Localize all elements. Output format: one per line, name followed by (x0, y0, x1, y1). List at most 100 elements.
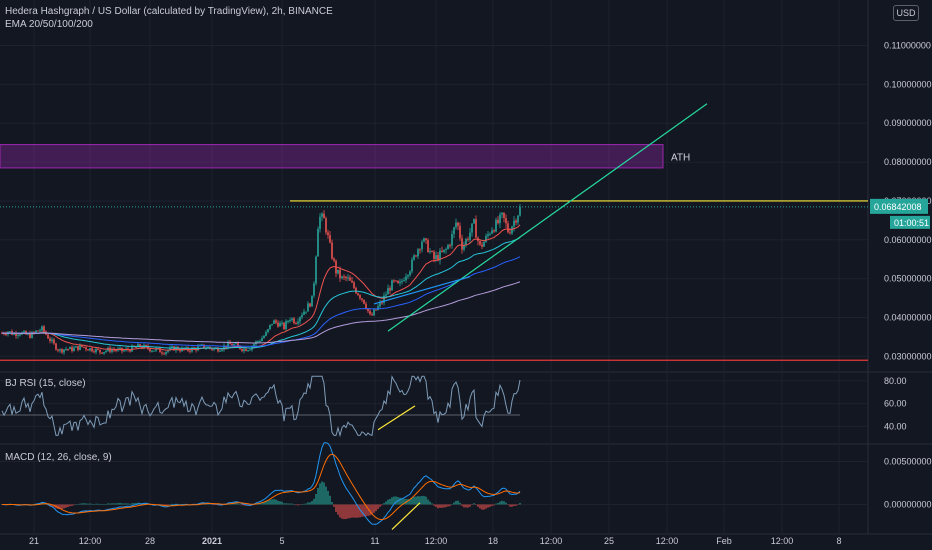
x-tick-label: 8 (836, 536, 841, 546)
macd-histogram-bar (243, 504, 245, 506)
candle-body (459, 225, 461, 239)
macd-histogram-bar (135, 503, 137, 505)
candle-body (165, 351, 167, 355)
macd-histogram-bar (173, 504, 175, 505)
macd-histogram-bar (79, 503, 81, 505)
macd-histogram-bar (367, 504, 369, 516)
macd-histogram-bar (401, 498, 403, 505)
macd-histogram-bar (109, 503, 111, 505)
macd-histogram-bar (105, 503, 107, 505)
macd-histogram-bar (103, 504, 105, 505)
candle-body (279, 323, 281, 327)
candle-body (29, 333, 31, 338)
candle-body (87, 349, 89, 351)
macd-histogram-bar (57, 504, 59, 509)
candle-body (439, 250, 441, 261)
candle-body (63, 349, 65, 353)
macd-histogram-bar (359, 504, 361, 518)
ema-lines (1, 224, 521, 351)
candle-body (109, 347, 111, 352)
candle-body (101, 352, 103, 354)
candle-body (291, 318, 293, 320)
macd-histogram-bar (365, 504, 367, 517)
candle-body (77, 346, 79, 350)
candle-body (479, 240, 481, 245)
macd-histogram-bar (387, 499, 389, 505)
macd-histogram-bar (485, 504, 487, 509)
macd-histogram-bar (391, 497, 393, 505)
macd-histogram-bar (411, 497, 413, 505)
candle-body (409, 271, 411, 276)
macd-histogram-bar (469, 504, 471, 507)
macd-histogram-bar (351, 504, 353, 518)
macd-histogram-bar (443, 504, 445, 508)
macd-histogram-bar (125, 503, 127, 505)
candle-body (257, 341, 259, 343)
candle-body (47, 334, 49, 339)
candle-body (95, 348, 97, 353)
candle-body (445, 248, 447, 250)
macd-histogram-bar (331, 502, 333, 505)
countdown-label: 01:00:51 (894, 218, 929, 228)
ema-50-line (1, 237, 521, 350)
candle-body (169, 347, 171, 351)
candle-body (43, 326, 45, 332)
x-tick-label: 25 (604, 536, 614, 546)
macd-histogram-bar (333, 504, 335, 507)
macd-histogram-bar (171, 503, 173, 505)
candle-body (423, 238, 425, 242)
y-tick-label: 0.06000000 (884, 235, 932, 245)
candle-body (83, 346, 85, 348)
candle-body (9, 331, 11, 333)
macd-histogram-bar (381, 504, 383, 506)
macd-histogram-bar (421, 495, 423, 505)
candle-body (141, 346, 143, 349)
x-tick-label: 2021 (202, 536, 222, 546)
macd-histogram-bar (297, 504, 299, 506)
candle-body (307, 303, 309, 312)
macd-histogram-bar (89, 503, 91, 505)
candle-body (339, 269, 341, 279)
candle-body (103, 351, 105, 354)
drawing-annotations: ATH (0, 144, 868, 361)
candle-body (75, 346, 77, 348)
candle-body (429, 251, 431, 253)
candle-body (229, 342, 231, 345)
candle-body (315, 256, 317, 284)
candle-body (297, 321, 299, 324)
macd-histogram-bar (499, 501, 501, 505)
candle-body (115, 349, 117, 351)
macd-histogram-bar (477, 504, 479, 507)
candle-body (231, 344, 233, 346)
currency-button[interactable]: USD (893, 5, 919, 21)
macd-legend[interactable]: MACD (12, 26, close, 9) (5, 452, 112, 463)
macd-histogram-bar (209, 504, 211, 505)
candle-body (505, 217, 507, 224)
candle-body (61, 349, 63, 353)
candle-body (129, 349, 131, 352)
candle-body (289, 319, 291, 322)
rsi-legend[interactable]: BJ RSI (15, close) (5, 378, 86, 389)
macd-histogram-bar (373, 504, 375, 513)
candle-body (81, 345, 83, 347)
candle-body (375, 309, 377, 311)
macd-histogram-bar (291, 503, 293, 505)
macd-histogram-bar (441, 504, 443, 508)
candle-body (401, 280, 403, 282)
candle-body (395, 280, 397, 282)
macd-histogram-bar (237, 503, 239, 505)
candle-body (53, 339, 55, 344)
candle-body (377, 306, 379, 311)
candle-body (295, 323, 297, 325)
macd-histogram-bar (87, 503, 89, 505)
candle-body (379, 302, 381, 307)
macd-histogram-bar (483, 504, 485, 510)
macd-histogram-bar (455, 500, 457, 505)
candle-body (41, 326, 43, 331)
rsi-tick-label: 60.00 (884, 399, 907, 409)
x-tick-label: 18 (488, 536, 498, 546)
axes: 21 12:00 28 2021 5 11 12:00 18 12:00 25 12:00 Feb 12… (29, 40, 932, 546)
ema-legend[interactable]: EMA 20/50/100/200 (5, 19, 93, 30)
trend-drawings (0, 103, 868, 332)
